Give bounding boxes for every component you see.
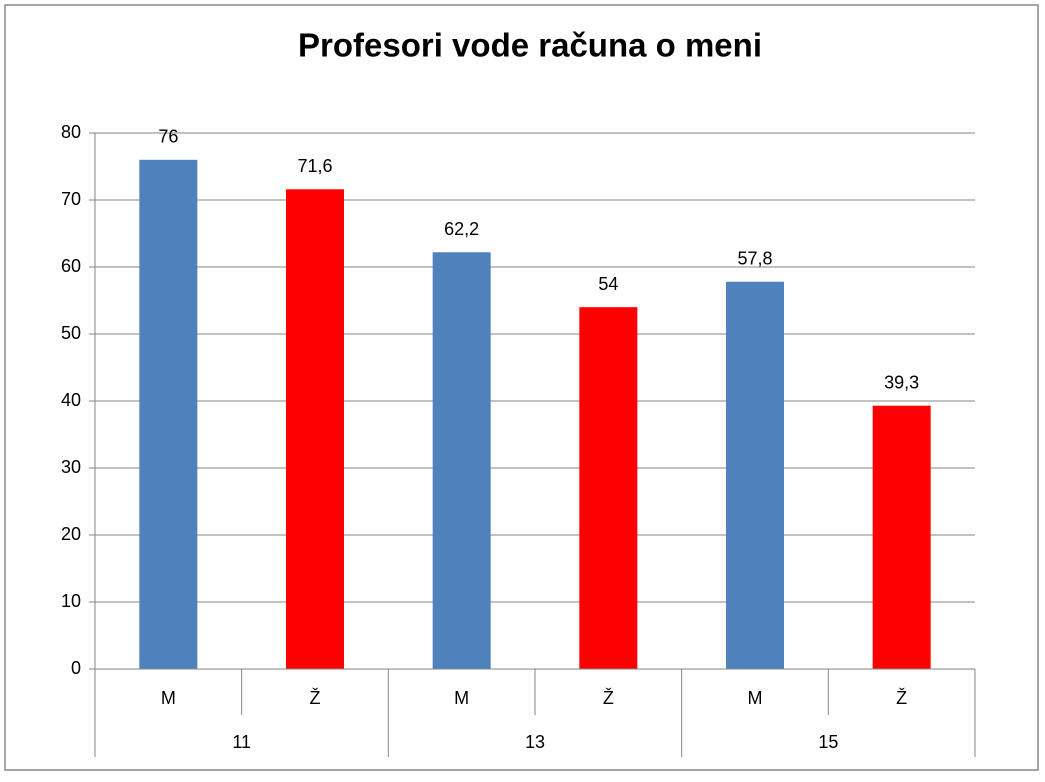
chart-title: Profesori vode računa o meni — [298, 27, 762, 64]
bar — [432, 252, 491, 669]
x-tick-label: Ž — [896, 688, 907, 708]
x-tick-label: Ž — [603, 688, 614, 708]
y-tick-label: 50 — [61, 323, 81, 343]
y-tick-label: 30 — [61, 457, 81, 477]
y-tick-label: 70 — [61, 189, 81, 209]
bar — [579, 307, 638, 669]
x-tick-label: M — [454, 688, 469, 708]
group-label: 13 — [525, 732, 545, 752]
value-label: 76 — [158, 127, 178, 147]
value-label: 54 — [598, 274, 618, 294]
bar — [139, 159, 198, 670]
value-label: 62,2 — [444, 219, 479, 239]
y-tick-label: 10 — [61, 591, 81, 611]
bar — [872, 405, 931, 669]
y-tick-label: 60 — [61, 256, 81, 276]
bar — [726, 281, 784, 669]
bar — [286, 189, 344, 669]
y-tick-label: 20 — [61, 524, 81, 544]
value-label: 71,6 — [297, 156, 332, 176]
group-label: 11 — [232, 732, 251, 752]
x-tick-label: Ž — [310, 688, 321, 708]
value-label: 57,8 — [737, 248, 772, 268]
y-tick-label: 80 — [61, 122, 81, 142]
group-label: 15 — [818, 732, 838, 752]
y-tick-label: 40 — [61, 390, 81, 410]
y-tick-label: 0 — [71, 658, 81, 678]
x-tick-label: M — [161, 688, 176, 708]
value-label: 39,3 — [884, 372, 919, 392]
x-tick-label: M — [748, 688, 763, 708]
